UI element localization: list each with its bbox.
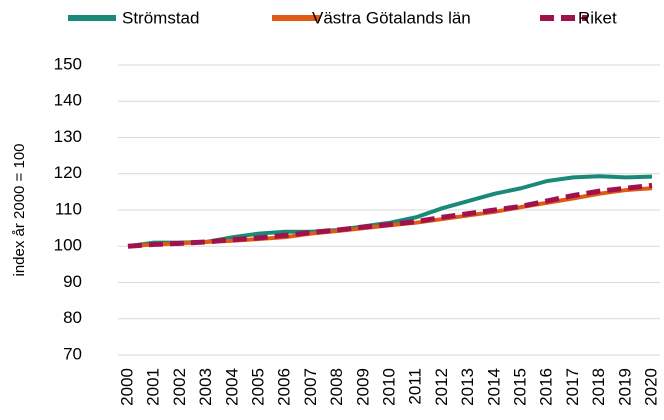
legend-label: Riket xyxy=(578,8,617,27)
y-tick-label: 120 xyxy=(54,163,82,182)
x-tick-label: 2005 xyxy=(248,368,267,406)
y-tick-label: 90 xyxy=(63,272,82,291)
legend-label: Västra Götalands län xyxy=(312,8,471,27)
x-tick-label: 2002 xyxy=(170,368,189,406)
x-tick-label: 2012 xyxy=(432,368,451,406)
x-tick-label: 2009 xyxy=(353,368,372,406)
y-tick-label: 130 xyxy=(54,127,82,146)
x-tick-label: 2006 xyxy=(275,368,294,406)
y-tick-label: 150 xyxy=(54,54,82,73)
y-tick-label: 80 xyxy=(63,308,82,327)
x-tick-label: 2014 xyxy=(484,368,503,406)
x-tick-label: 2010 xyxy=(379,368,398,406)
x-tick-label: 2015 xyxy=(510,368,529,406)
x-tick-label: 2018 xyxy=(589,368,608,406)
x-tick-label: 2008 xyxy=(327,368,346,406)
x-tick-label: 2020 xyxy=(641,368,660,406)
y-tick-label: 110 xyxy=(55,199,82,218)
legend-label: Strömstad xyxy=(122,8,199,27)
y-tick-label: 140 xyxy=(54,91,82,110)
y-tick-label: 100 xyxy=(54,236,82,255)
x-tick-label: 2003 xyxy=(196,368,215,406)
x-tick-label: 2007 xyxy=(301,368,320,406)
x-tick-label: 2017 xyxy=(563,368,582,406)
x-tick-label: 2016 xyxy=(537,368,556,406)
x-tick-label: 2001 xyxy=(144,368,163,406)
y-tick-label: 70 xyxy=(63,344,82,363)
y-axis-label: index år 2000 = 100 xyxy=(11,143,28,276)
series-line xyxy=(127,182,653,249)
x-tick-label: 2011 xyxy=(406,368,425,405)
x-tick-label: 2004 xyxy=(222,368,241,406)
series-line xyxy=(127,174,653,249)
x-tick-label: 2000 xyxy=(117,368,136,406)
x-tick-label: 2013 xyxy=(458,368,477,406)
x-tick-label: 2019 xyxy=(615,368,634,406)
